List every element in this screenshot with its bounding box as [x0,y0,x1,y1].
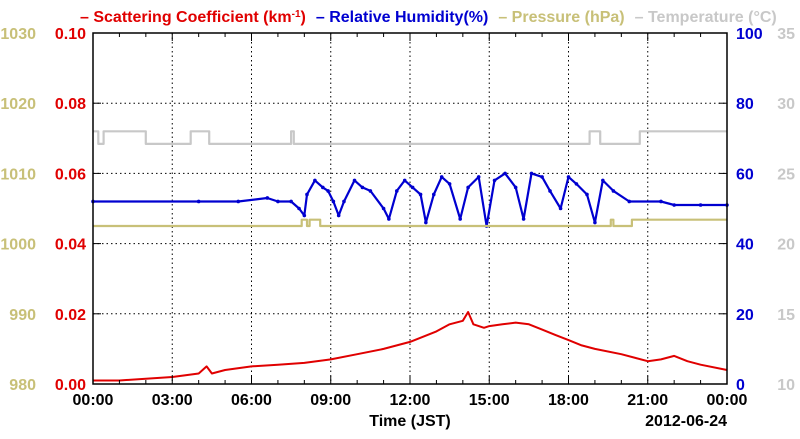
humidity-point [313,178,317,183]
humidity-point [529,171,534,176]
legend: – Scattering Coefficient (km-1) – Relativ… [80,9,777,27]
humidity-point [336,213,341,218]
axes: 00:00 03:00 06:00 09:00 12:00 15:00 18:00 21:00… [0,26,795,409]
humidity-point [466,185,470,190]
humidity-point [558,206,563,211]
humidity-point [540,175,544,179]
x-tick-label: 12:00 [390,392,431,409]
scattering-tick-label: 0.06 [55,166,86,183]
humidity-point [593,220,597,225]
humidity-tick-label: 40 [736,237,754,254]
humidity-point [418,192,423,197]
humidity-point [659,199,663,204]
humidity-point [439,175,444,179]
pressure-tick-label: 980 [9,377,36,394]
pressure-line [93,218,727,228]
legend-entry: – Temperature (°C) [635,9,777,26]
humidity-point [276,199,280,204]
temperature-tick-label: 20 [777,237,795,254]
humidity-tick-label: 60 [736,166,754,183]
x-axis-label: Time (JST) [369,413,451,430]
x-tick-label: 00:00 [707,392,748,409]
humidity-point [326,189,330,193]
humidity-point [402,178,407,183]
temperature-tick-label: 30 [777,96,795,113]
date-label: 2012-06-24 [645,413,727,430]
temperature-tick-label: 35 [777,26,795,43]
humidity-point [196,199,201,204]
x-tick-label: 21:00 [627,392,668,409]
x-tick-label: 09:00 [310,392,351,409]
x-tick-label: 00:00 [73,392,114,409]
humidity-point [331,199,336,204]
x-tick-label: 06:00 [231,392,272,409]
x-tick-label: 03:00 [152,392,193,409]
scattering-tick-label: 0.08 [55,96,86,113]
humidity-point [672,203,676,207]
temperature-tick-label: 10 [777,377,795,394]
legend-entry: – Relative Humidity(%) [316,9,488,26]
humidity-point [360,185,365,190]
humidity-point [627,199,632,204]
scattering-tick-label: 0.02 [55,307,86,324]
humidity-point [381,206,386,211]
pressure-tick-label: 1030 [0,26,36,43]
humidity-point [574,182,579,186]
humidity-point [476,175,481,179]
humidity-point [492,178,497,183]
grid [93,33,727,384]
humidity-point [548,189,552,193]
temperature-tick-label: 25 [777,166,795,183]
scattering-tick-label: 0.10 [55,26,86,43]
humidity-point [265,196,270,200]
humidity-point [447,182,452,186]
x-tick-label: 18:00 [548,392,589,409]
humidity-tick-label: 80 [736,96,754,113]
scattering-tick-label: 0.04 [55,237,86,254]
humidity-point [394,189,399,193]
humidity-tick-label: 20 [736,307,754,324]
legend-entry: – Scattering Coefficient (km-1) [80,9,306,27]
humidity-point [305,192,309,197]
humidity-point [601,178,605,183]
humidity-point [342,199,346,204]
humidity-point [513,185,518,190]
legend-entry: – Pressure (hPa) [498,9,624,26]
humidity-point [521,217,526,221]
humidity-point [424,220,428,225]
x-tick-label: 15:00 [469,392,510,409]
pressure-tick-label: 1020 [0,96,36,113]
humidity-point [387,217,391,221]
humidity-point [368,189,373,193]
humidity-point [236,199,241,204]
scattering-tick-label: 0.00 [55,377,86,394]
humidity-point [289,199,293,204]
humidity-tick-label: 0 [736,377,745,394]
humidity-point [410,185,415,190]
humidity-point [352,178,357,183]
humidity-tick-label: 100 [736,26,763,43]
humidity-point [585,192,589,197]
humidity-point [611,189,616,193]
humidity-point [458,217,462,221]
humidity-point [503,171,507,176]
scattering-coefficient-line [93,311,728,382]
temperature-line [93,130,727,145]
humidity-point [698,203,703,207]
humidity-point [321,185,325,190]
humidity-point [302,213,307,218]
pressure-tick-label: 1000 [0,237,36,254]
pressure-tick-label: 990 [9,307,36,324]
humidity-point [566,175,571,179]
temperature-tick-label: 15 [777,307,795,324]
pressure-tick-label: 1010 [0,166,36,183]
humidity-point [431,192,436,197]
series-layer [91,130,729,382]
humidity-point [297,206,301,211]
